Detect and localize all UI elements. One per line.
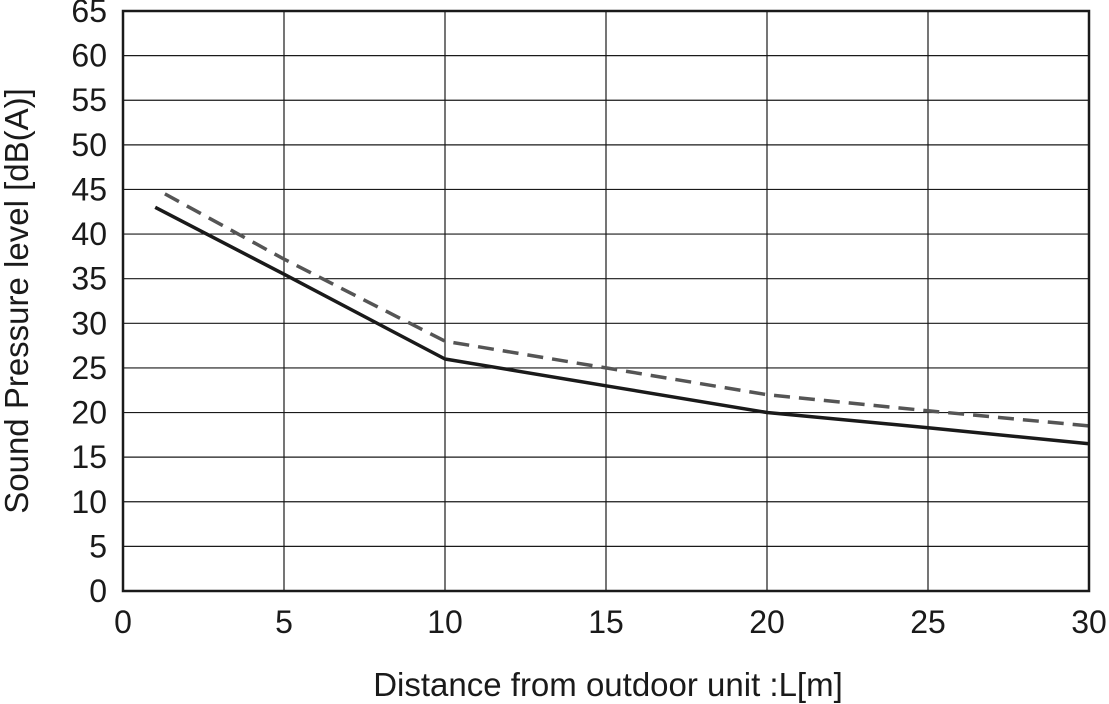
x-tick-label-0: 0 bbox=[114, 604, 132, 640]
plot-frame bbox=[121, 9, 1091, 593]
series-group bbox=[154, 192, 1090, 446]
y-tick-label-9: 45 bbox=[71, 171, 107, 207]
x-tick-label-5: 25 bbox=[910, 604, 946, 640]
x-axis-ticks: 0 5 10 15 20 25 30 bbox=[114, 604, 1107, 640]
y-tick-label-4: 20 bbox=[71, 395, 107, 431]
y-tick-label-2: 10 bbox=[71, 484, 107, 520]
series-line-2-dashed bbox=[164, 192, 1090, 428]
y-tick-label-11: 55 bbox=[71, 82, 107, 118]
x-tick-label-1: 5 bbox=[275, 604, 293, 640]
y-tick-label-5: 25 bbox=[71, 350, 107, 386]
y-tick-label-3: 15 bbox=[71, 439, 107, 475]
y-tick-label-10: 50 bbox=[71, 127, 107, 163]
y-tick-label-7: 35 bbox=[71, 261, 107, 297]
series-line-1-solid bbox=[154, 205, 1090, 446]
x-tick-label-4: 20 bbox=[749, 604, 785, 640]
y-tick-label-13: 65 bbox=[71, 0, 107, 29]
y-tick-label-6: 30 bbox=[71, 305, 107, 341]
y-tick-label-12: 60 bbox=[71, 38, 107, 74]
grid bbox=[122, 10, 1090, 592]
y-tick-label-8: 40 bbox=[71, 216, 107, 252]
y-axis-title: Sound Pressure level [dB(A)] bbox=[0, 88, 35, 514]
y-tick-label-1: 5 bbox=[89, 528, 107, 564]
x-axis-title: Distance from outdoor unit :L[m] bbox=[373, 666, 843, 703]
x-tick-label-6: 30 bbox=[1071, 604, 1107, 640]
y-tick-label-0: 0 bbox=[89, 573, 107, 609]
y-axis-ticks: 0 5 10 15 20 25 30 35 40 45 50 55 60 65 bbox=[71, 0, 107, 609]
x-tick-label-2: 10 bbox=[427, 604, 463, 640]
x-tick-label-3: 15 bbox=[588, 604, 624, 640]
